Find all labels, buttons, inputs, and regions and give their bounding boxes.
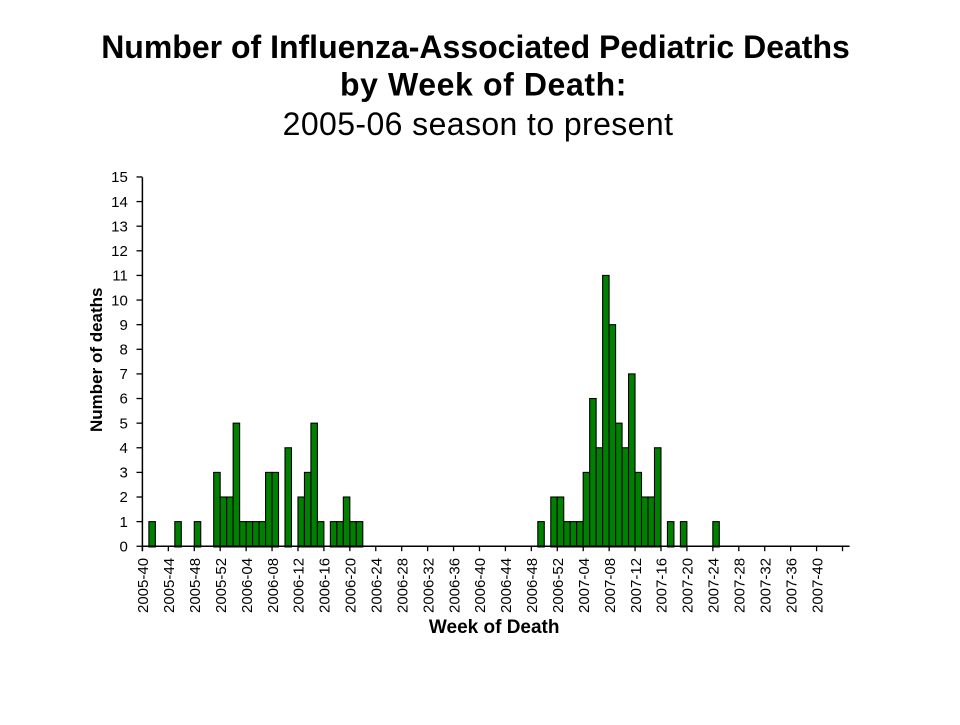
svg-text:9: 9 bbox=[119, 317, 127, 334]
svg-text:12: 12 bbox=[111, 243, 128, 260]
svg-text:2006-36: 2006-36 bbox=[446, 558, 463, 613]
svg-text:2007-08: 2007-08 bbox=[602, 558, 619, 613]
svg-text:2007-32: 2007-32 bbox=[757, 558, 774, 613]
svg-text:13: 13 bbox=[111, 218, 128, 235]
svg-text:2007-36: 2007-36 bbox=[783, 558, 800, 613]
svg-text:2005-44: 2005-44 bbox=[161, 558, 178, 613]
svg-text:2006-08: 2006-08 bbox=[265, 558, 282, 613]
svg-text:2005-06 season to present: 2005-06 season to present bbox=[283, 106, 674, 142]
svg-text:2006-32: 2006-32 bbox=[420, 558, 437, 613]
svg-text:14: 14 bbox=[111, 194, 128, 211]
svg-text:2007-16: 2007-16 bbox=[654, 558, 671, 613]
svg-text:2006-44: 2006-44 bbox=[498, 558, 515, 613]
svg-text:15: 15 bbox=[111, 169, 128, 186]
svg-text:by Week of Death:: by Week of Death: bbox=[340, 66, 627, 102]
svg-text:2006-40: 2006-40 bbox=[472, 558, 489, 613]
svg-text:Number of deaths: Number of deaths bbox=[87, 287, 106, 432]
svg-text:2006-52: 2006-52 bbox=[550, 558, 567, 613]
svg-text:2007-28: 2007-28 bbox=[731, 558, 748, 613]
svg-text:2: 2 bbox=[119, 489, 127, 506]
svg-text:2006-12: 2006-12 bbox=[291, 558, 308, 613]
svg-text:Number of Influenza-Associated: Number of Influenza-Associated Pediatric… bbox=[101, 29, 850, 65]
svg-text:3: 3 bbox=[119, 465, 127, 482]
svg-text:2006-04: 2006-04 bbox=[239, 558, 256, 613]
svg-text:2007-24: 2007-24 bbox=[706, 558, 723, 613]
svg-text:1: 1 bbox=[119, 514, 127, 531]
svg-text:2006-24: 2006-24 bbox=[368, 558, 385, 613]
svg-text:2006-28: 2006-28 bbox=[394, 558, 411, 613]
svg-text:2005-48: 2005-48 bbox=[187, 558, 204, 613]
svg-text:0: 0 bbox=[119, 538, 127, 555]
svg-text:2006-20: 2006-20 bbox=[343, 558, 360, 613]
svg-text:6: 6 bbox=[119, 391, 127, 408]
svg-text:2007-12: 2007-12 bbox=[628, 558, 645, 613]
svg-text:4: 4 bbox=[119, 440, 127, 457]
svg-text:11: 11 bbox=[112, 268, 128, 285]
svg-text:10: 10 bbox=[111, 292, 128, 309]
svg-text:8: 8 bbox=[119, 341, 127, 358]
svg-text:2006-16: 2006-16 bbox=[317, 558, 334, 613]
svg-text:2007-20: 2007-20 bbox=[680, 558, 697, 613]
svg-text:7: 7 bbox=[119, 366, 127, 383]
svg-text:2005-52: 2005-52 bbox=[213, 558, 230, 613]
svg-text:Week of Death: Week of Death bbox=[429, 617, 560, 638]
svg-text:2005-40: 2005-40 bbox=[135, 558, 152, 613]
svg-text:2006-48: 2006-48 bbox=[524, 558, 541, 613]
svg-text:2007-04: 2007-04 bbox=[576, 558, 593, 613]
svg-text:2007-40: 2007-40 bbox=[809, 558, 826, 613]
svg-text:5: 5 bbox=[119, 415, 127, 432]
